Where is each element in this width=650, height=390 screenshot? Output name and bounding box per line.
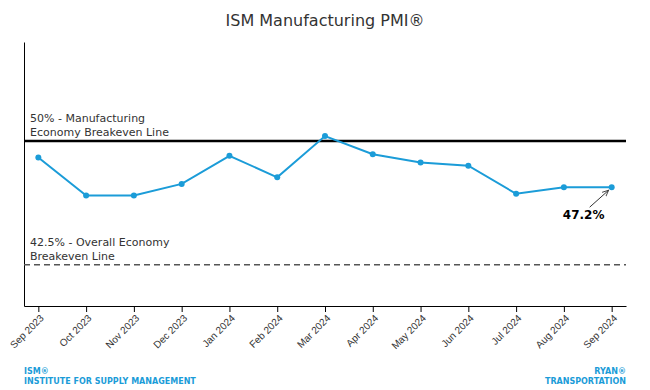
- x-tick-mark: [38, 306, 39, 312]
- chart: ISM Manufacturing PMI® Sep 2023 Oct 2023No…: [0, 0, 650, 390]
- point: [465, 163, 471, 169]
- annotations: 50% - ManufacturingEconomy Breakeven Lin…: [30, 112, 609, 263]
- logo-text: ISM®: [24, 367, 49, 376]
- x-tick-mark: [325, 306, 326, 312]
- point: [83, 192, 89, 198]
- x-tick: May 2024: [389, 306, 428, 351]
- x-tick-mark: [134, 306, 135, 312]
- x-tick-mark: [516, 306, 517, 312]
- point: [418, 159, 424, 165]
- x-tick: Aug 2024: [533, 306, 571, 350]
- logo-text: INSTITUTE FOR SUPPLY MANAGEMENT: [24, 377, 196, 386]
- y-axis-line: [24, 43, 25, 307]
- x-tick-label: Sep 2024: [581, 312, 619, 350]
- point: [226, 153, 232, 159]
- reference-label: 42.5% - Overall Economy: [30, 236, 170, 249]
- x-tick: Dec 2023: [151, 306, 189, 350]
- x-tick-mark: [182, 306, 183, 312]
- x-tick: Nov 2023: [103, 306, 141, 350]
- x-tick-label: Apr 2024: [344, 312, 381, 349]
- reference-line: [24, 264, 626, 266]
- title: ISM Manufacturing PMI®: [226, 11, 425, 30]
- point: [561, 184, 567, 190]
- point: [370, 151, 376, 157]
- x-tick-mark: [612, 306, 613, 312]
- reference-label: Breakeven Line: [30, 250, 115, 263]
- x-tick-mark: [86, 306, 87, 312]
- point: [609, 184, 615, 190]
- x-tick-label: Feb 2024: [247, 312, 285, 350]
- x-tick-label: May 2024: [389, 312, 428, 351]
- point: [131, 192, 137, 198]
- x-axis: Sep 2023 Oct 2023Nov 2023 Dec 2023 Jan 2024…: [8, 306, 627, 351]
- x-tick-mark: [564, 306, 565, 312]
- x-tick: Sep 2023: [8, 306, 46, 350]
- x-tick: Feb 2024: [247, 306, 285, 350]
- x-tick-mark: [229, 306, 230, 312]
- point: [513, 191, 519, 197]
- logo-text: RYAN®: [594, 367, 626, 376]
- point: [35, 155, 41, 161]
- x-tick-label: Sep 2023: [8, 312, 46, 350]
- x-tick: Oct 2023: [57, 306, 94, 349]
- footer: ISM®INSTITUTE FOR SUPPLY MANAGEMENT RYAN®…: [24, 367, 626, 386]
- point: [322, 133, 328, 139]
- x-tick: Mar 2024: [295, 306, 333, 350]
- y-axis: [24, 43, 25, 307]
- x-tick-label: Aug 2024: [533, 312, 571, 350]
- x-tick: Apr 2024: [344, 306, 381, 349]
- reference-label: Economy Breakeven Line: [30, 126, 169, 139]
- x-tick-mark: [277, 306, 278, 312]
- x-tick: Jan 2024: [200, 306, 237, 349]
- annotation-arrow: [590, 190, 609, 207]
- plot-area: [24, 133, 626, 265]
- x-tick-label: Dec 2023: [151, 312, 189, 350]
- x-tick-label: Jul 2024: [489, 312, 524, 347]
- x-tick-label: Jun 2024: [439, 312, 476, 349]
- x-tick-mark: [373, 306, 374, 312]
- x-tick-mark: [421, 306, 422, 312]
- x-tick: Jun 2024: [439, 306, 476, 349]
- point: [179, 181, 185, 187]
- x-tick-mark: [468, 306, 469, 312]
- x-tick-label: Oct 2023: [57, 312, 94, 349]
- x-tick-label: Mar 2024: [295, 312, 333, 350]
- annotation-label: 47.2%: [563, 208, 605, 222]
- point: [274, 174, 280, 180]
- x-tick: Jul 2024: [489, 306, 524, 347]
- logo-text: TRANSPORTATION: [545, 377, 626, 386]
- reference-line: [24, 140, 626, 143]
- x-tick-label: Jan 2024: [200, 312, 237, 349]
- reference-label: 50% - Manufacturing: [30, 112, 145, 125]
- x-tick-label: Nov 2023: [103, 312, 141, 350]
- x-tick: Sep 2024: [581, 306, 619, 350]
- pmi-line: [38, 136, 611, 195]
